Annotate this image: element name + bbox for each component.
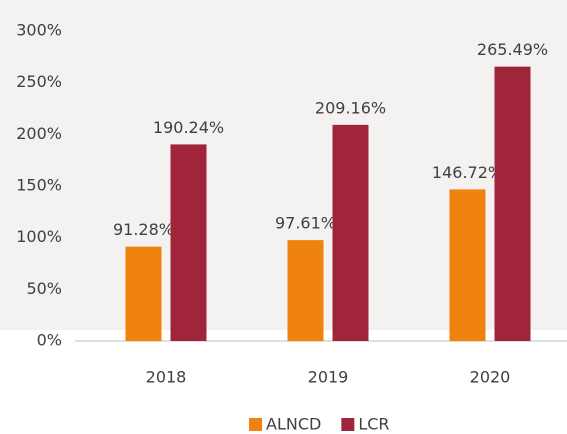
chart: 0% 50% 100% 150% 200% 250% 300% 2018 91.28% 190.2… [0,0,567,434]
value-label: 97.61% [275,214,336,233]
y-tick-label: 200% [16,124,62,143]
bar [288,240,324,341]
bar [495,67,531,341]
value-label: 190.24% [153,118,224,137]
bar [450,189,486,341]
bar [171,144,207,341]
y-tick-label: 250% [16,72,62,91]
y-tick-label: 300% [16,21,62,40]
bar [126,247,162,341]
value-label: 146.72% [432,163,503,182]
value-label: 265.49% [477,40,548,59]
legend-swatch [249,418,262,431]
y-tick-label: 50% [26,279,62,298]
x-tick-label: 2019 [308,368,349,387]
value-label: 91.28% [113,220,174,239]
y-tick-label: 100% [16,227,62,246]
value-label: 209.16% [315,98,386,117]
x-tick-label: 2018 [146,368,187,387]
y-tick-label: 150% [16,176,62,195]
legend-label: LCR [358,415,389,434]
legend-swatch [341,418,354,431]
bar [333,125,369,341]
legend-label: ALNCD [266,415,321,434]
y-tick-label: 0% [37,331,62,350]
x-tick-label: 2020 [470,368,511,387]
